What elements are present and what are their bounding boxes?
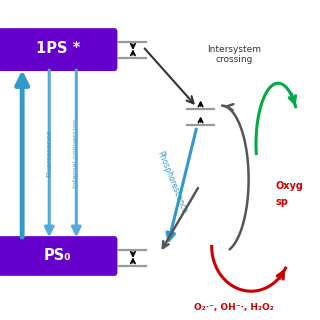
Text: Intersystem
crossing: Intersystem crossing [207,45,261,64]
FancyBboxPatch shape [0,236,117,276]
Text: Phosphorescence: Phosphorescence [156,150,189,215]
Text: PS₀: PS₀ [44,249,72,263]
Text: Fluorescence: Fluorescence [46,130,52,178]
Text: Internal conversion: Internal conversion [73,119,79,188]
Text: Oxyg: Oxyg [276,180,304,191]
Text: 1PS *: 1PS * [36,42,80,56]
Text: sp: sp [276,196,289,207]
FancyBboxPatch shape [0,28,117,71]
Text: O₂·⁻, OH⁻·, H₂O₂: O₂·⁻, OH⁻·, H₂O₂ [194,303,274,312]
